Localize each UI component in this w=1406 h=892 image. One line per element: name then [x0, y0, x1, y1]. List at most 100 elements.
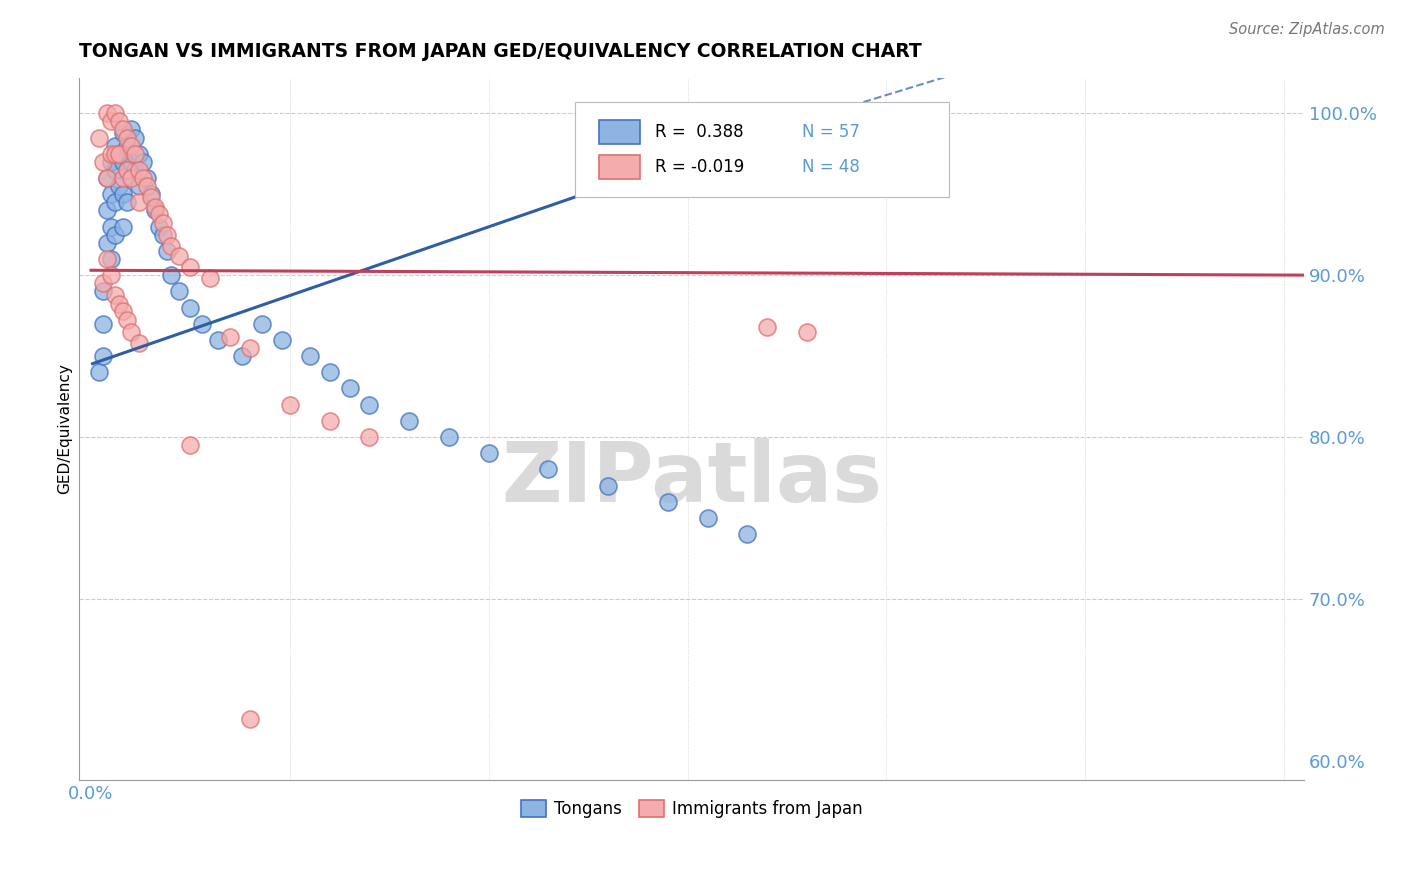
- Point: [108, 297, 131, 311]
- Point: [191, 317, 214, 331]
- Point: [128, 162, 150, 177]
- Point: [128, 179, 150, 194]
- Point: [104, 162, 127, 177]
- Legend: Tongans, Immigrants from Japan: Tongans, Immigrants from Japan: [515, 793, 869, 825]
- FancyBboxPatch shape: [599, 155, 640, 178]
- Point: [91, 317, 114, 331]
- Text: ZIPatlas: ZIPatlas: [501, 438, 882, 518]
- Point: [108, 146, 131, 161]
- Point: [124, 162, 146, 177]
- Point: [100, 154, 122, 169]
- Point: [437, 430, 460, 444]
- Point: [796, 325, 818, 339]
- Point: [139, 190, 162, 204]
- Point: [537, 462, 560, 476]
- Point: [115, 138, 138, 153]
- Point: [657, 495, 679, 509]
- Point: [128, 336, 150, 351]
- Point: [398, 414, 420, 428]
- Point: [100, 268, 122, 282]
- Point: [115, 313, 138, 327]
- Point: [100, 146, 122, 161]
- Point: [111, 187, 134, 202]
- Point: [200, 271, 222, 285]
- Point: [735, 527, 758, 541]
- Point: [104, 227, 127, 242]
- Point: [339, 382, 361, 396]
- Point: [207, 333, 229, 347]
- Point: [219, 329, 242, 343]
- Point: [96, 252, 118, 266]
- Point: [596, 478, 619, 492]
- Point: [231, 349, 253, 363]
- Point: [100, 114, 122, 128]
- Point: [91, 349, 114, 363]
- Point: [100, 219, 122, 234]
- Point: [148, 206, 170, 220]
- Point: [87, 130, 110, 145]
- Point: [318, 365, 340, 379]
- Point: [359, 430, 381, 444]
- Point: [111, 219, 134, 234]
- Point: [111, 122, 134, 136]
- Point: [278, 398, 301, 412]
- Point: [108, 114, 131, 128]
- FancyBboxPatch shape: [575, 103, 949, 197]
- Point: [179, 301, 201, 315]
- Point: [87, 365, 110, 379]
- Point: [152, 227, 174, 242]
- Text: R = -0.019: R = -0.019: [655, 158, 744, 176]
- Point: [104, 146, 127, 161]
- Point: [96, 106, 118, 120]
- Point: [128, 146, 150, 161]
- Text: TONGAN VS IMMIGRANTS FROM JAPAN GED/EQUIVALENCY CORRELATION CHART: TONGAN VS IMMIGRANTS FROM JAPAN GED/EQUI…: [79, 42, 922, 61]
- Point: [111, 154, 134, 169]
- Point: [132, 154, 155, 169]
- Point: [179, 438, 201, 452]
- Point: [124, 146, 146, 161]
- Point: [120, 171, 142, 186]
- Point: [143, 200, 166, 214]
- Point: [111, 126, 134, 140]
- Point: [135, 179, 157, 194]
- Point: [120, 154, 142, 169]
- Y-axis label: GED/Equivalency: GED/Equivalency: [58, 364, 72, 494]
- Point: [96, 171, 118, 186]
- Point: [152, 216, 174, 230]
- Point: [167, 249, 190, 263]
- Point: [120, 122, 142, 136]
- Point: [756, 320, 779, 334]
- Point: [120, 325, 142, 339]
- Point: [696, 511, 718, 525]
- Point: [104, 195, 127, 210]
- Point: [250, 317, 273, 331]
- Point: [159, 268, 181, 282]
- Point: [115, 130, 138, 145]
- Point: [143, 203, 166, 218]
- Point: [167, 285, 190, 299]
- Point: [91, 277, 114, 291]
- Point: [108, 146, 131, 161]
- Point: [91, 154, 114, 169]
- FancyBboxPatch shape: [599, 120, 640, 144]
- Point: [135, 171, 157, 186]
- Point: [96, 203, 118, 218]
- Point: [100, 252, 122, 266]
- Point: [298, 349, 321, 363]
- Text: Source: ZipAtlas.com: Source: ZipAtlas.com: [1229, 22, 1385, 37]
- Point: [111, 303, 134, 318]
- Point: [179, 260, 201, 274]
- Point: [239, 712, 262, 726]
- Point: [115, 162, 138, 177]
- Point: [156, 227, 179, 242]
- Point: [139, 187, 162, 202]
- Point: [96, 235, 118, 250]
- Point: [96, 171, 118, 186]
- Text: N = 57: N = 57: [801, 123, 859, 141]
- Point: [111, 171, 134, 186]
- Point: [239, 341, 262, 355]
- Point: [100, 187, 122, 202]
- Point: [91, 285, 114, 299]
- Point: [156, 244, 179, 258]
- Point: [478, 446, 501, 460]
